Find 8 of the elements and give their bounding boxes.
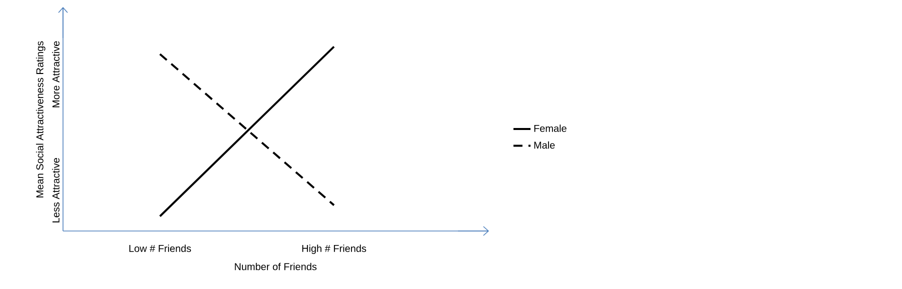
y-axis-title: Mean Social Attractiveness Ratings [36, 41, 46, 198]
legend-label: Female [534, 124, 566, 132]
text: More Attractive [52, 41, 60, 108]
x-tick-label: High # Friends [302, 244, 366, 254]
legend-label: Male [534, 141, 555, 149]
x-axis-title: Number of Friends [234, 262, 317, 270]
x-tick-label: Low # Friends [129, 244, 191, 252]
text: Less Attractive [52, 158, 60, 222]
